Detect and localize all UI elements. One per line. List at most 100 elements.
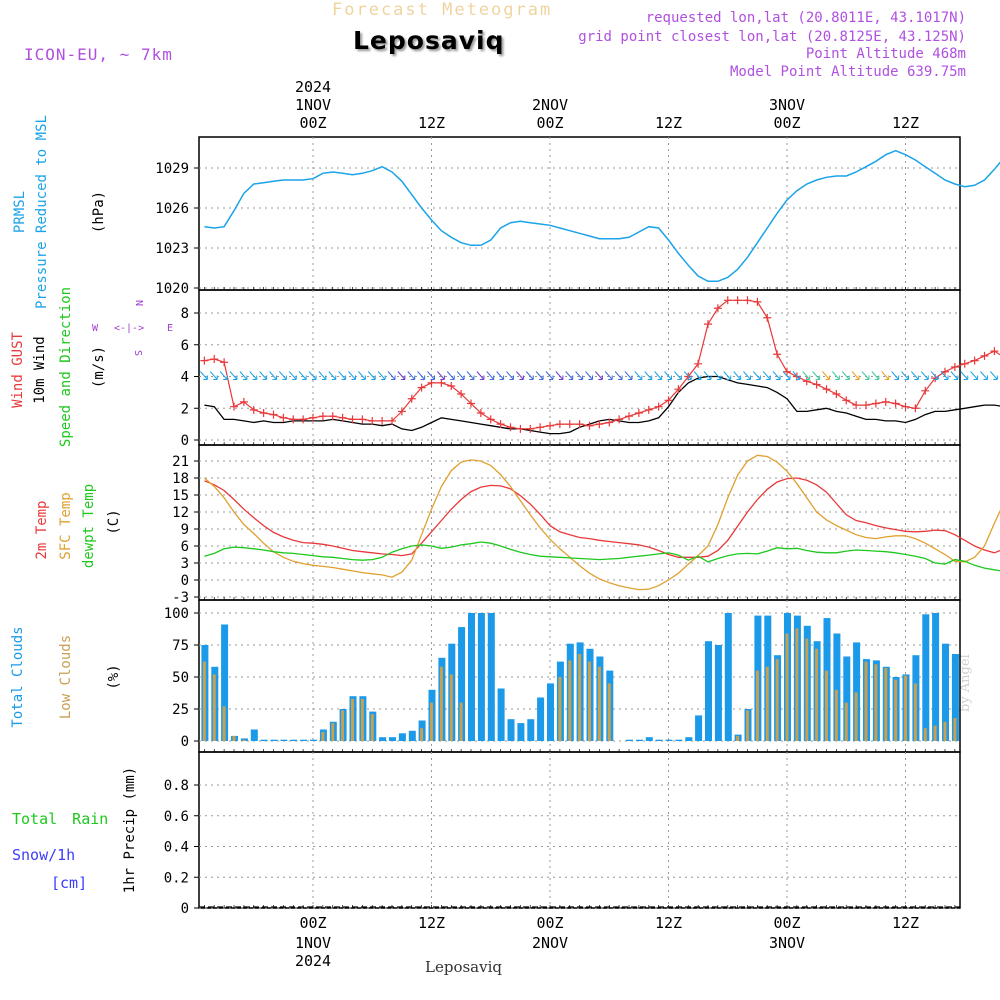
wind-gust-line xyxy=(204,299,1000,430)
low-cloud-bar xyxy=(351,698,354,741)
wind-direction-arrow-icon xyxy=(585,371,593,380)
wind-gust-marker xyxy=(210,355,219,364)
low-cloud-bar xyxy=(805,638,809,741)
wind-gust-marker xyxy=(595,420,604,429)
low-cloud-bar xyxy=(844,702,848,741)
wind-gust-marker xyxy=(239,397,248,406)
wind-direction-arrow-icon xyxy=(535,371,544,380)
wind-direction-arrow-icon xyxy=(367,371,376,380)
total-cloud-bar xyxy=(685,737,693,741)
wind-gust-marker xyxy=(980,351,989,360)
bottom-year-label: 2024 xyxy=(295,952,331,970)
total-clouds-label: Total Clouds xyxy=(10,626,26,727)
wind-direction-arrow-icon xyxy=(377,371,386,380)
wind-gust-marker xyxy=(289,415,298,424)
low-cloud-bar xyxy=(854,692,858,741)
wind-direction-arrow-icon xyxy=(338,371,347,380)
y-tick-label: 1029 xyxy=(155,161,189,177)
wind-gust-marker xyxy=(299,415,308,424)
temp-sfc-label: SFC Temp xyxy=(58,492,74,559)
low-cloud-bar xyxy=(746,710,749,741)
wind-direction-label: Speed and Direction xyxy=(58,287,74,447)
low-cloud-bar xyxy=(232,735,236,741)
total-cloud-bar xyxy=(310,739,317,741)
wind-direction-arrow-icon xyxy=(960,371,969,380)
wind-gust-marker xyxy=(881,397,890,406)
wind-gust-marker xyxy=(783,367,791,376)
y-tick-label: 0.4 xyxy=(164,840,189,856)
bottom-hour-label: 12Z xyxy=(418,914,445,932)
low-cloud-bar xyxy=(765,666,769,741)
wind-gust-marker xyxy=(447,382,456,391)
temp-sfc-line xyxy=(203,454,1000,591)
low-cloud-bar xyxy=(222,706,226,741)
wind-direction-arrow-icon xyxy=(525,371,534,380)
total-cloud-bar xyxy=(379,737,387,741)
compass-south-label: S xyxy=(132,350,143,356)
wind-direction-arrow-icon xyxy=(703,371,712,380)
total-cloud-bar xyxy=(705,641,712,741)
wind-direction-arrow-icon xyxy=(278,371,287,380)
wind-direction-arrow-icon xyxy=(249,371,258,380)
wind-gust-marker xyxy=(812,380,821,389)
total-cloud-bar xyxy=(645,737,653,741)
wind-direction-arrow-icon xyxy=(940,371,949,380)
wind-direction-arrow-icon xyxy=(831,371,840,380)
wind-direction-arrow-icon xyxy=(239,371,248,380)
grid-point-coords: grid point closest lon,lat (20.8125E, 43… xyxy=(578,29,966,45)
wind-gust-marker xyxy=(694,359,703,368)
y-tick-label: 4 xyxy=(181,370,189,386)
y-tick-label: 0.2 xyxy=(164,870,189,886)
panel-frame-1 xyxy=(198,136,961,291)
low-cloud-bar xyxy=(864,661,868,741)
wind-gust-marker xyxy=(625,412,633,421)
y-tick-label: 2 xyxy=(181,401,189,417)
wind-direction-arrow-icon xyxy=(970,371,979,380)
wind-direction-arrow-icon xyxy=(762,371,771,380)
total-cloud-bar xyxy=(833,633,841,741)
low-cloud-bar xyxy=(558,677,562,741)
pressure-unit-label: (hPa) xyxy=(91,191,107,233)
wind-gust-marker xyxy=(516,424,525,433)
y-tick-label: 15 xyxy=(172,488,189,504)
total-cloud-bar xyxy=(468,613,475,741)
wind-gust-marker xyxy=(506,423,515,432)
wind-gust-marker xyxy=(960,359,969,368)
wind-gust-marker xyxy=(555,420,564,429)
total-cloud-bar xyxy=(408,730,416,741)
clouds-unit-label: (%) xyxy=(106,664,122,689)
low-cloud-bar xyxy=(459,702,463,741)
point-altitude: Point Altitude 468m xyxy=(805,46,966,62)
wind-direction-arrow-icon xyxy=(288,371,297,380)
wind-gust-marker xyxy=(585,421,594,430)
wind-direction-arrow-icon xyxy=(634,371,643,380)
wind-direction-arrow-icon xyxy=(624,371,633,380)
wind-direction-arrow-icon xyxy=(269,371,277,380)
wind-gust-marker xyxy=(249,405,258,414)
wind-gust-marker xyxy=(417,383,426,392)
wind-direction-arrow-icon xyxy=(545,371,554,380)
total-cloud-bar xyxy=(487,613,495,741)
low-cloud-bar xyxy=(449,674,453,741)
wind-direction-arrow-icon xyxy=(456,371,465,380)
y-tick-label: 50 xyxy=(172,670,189,686)
wind-direction-arrow-icon xyxy=(822,371,830,380)
wind-direction-arrow-icon xyxy=(506,371,514,380)
wind-gust-marker xyxy=(407,394,416,403)
low-cloud-bar xyxy=(953,718,957,741)
total-cloud-bar xyxy=(270,739,278,741)
wind-direction-arrow-icon xyxy=(812,371,821,380)
top-hour-label: 12Z xyxy=(655,114,682,132)
wind-gust-marker xyxy=(634,409,643,418)
wind-gust-marker xyxy=(832,389,841,398)
temp-dewpt-line xyxy=(204,541,1000,572)
low-cloud-bar xyxy=(341,710,345,741)
wind-direction-arrow-icon xyxy=(723,371,732,380)
wind-gust-marker xyxy=(467,399,475,408)
wind-direction-arrow-icon xyxy=(901,371,909,380)
wind-direction-arrow-icon xyxy=(496,371,505,380)
total-cloud-bar xyxy=(853,642,861,741)
wind-direction-arrow-icon xyxy=(397,371,406,380)
bottom-hour-label: 12Z xyxy=(892,914,919,932)
